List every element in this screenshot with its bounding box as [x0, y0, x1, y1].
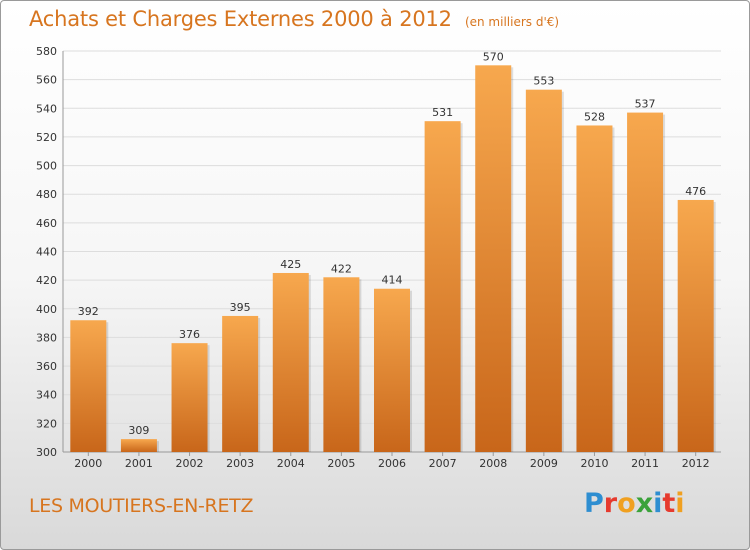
- x-tick-label: 2004: [277, 457, 305, 470]
- y-tick-label: 320: [36, 417, 57, 430]
- x-tick-label: 2008: [479, 457, 507, 470]
- bar-2005: [323, 277, 360, 452]
- bar-2002: [171, 343, 208, 452]
- y-tick-label: 520: [36, 131, 57, 144]
- title-row: Achats et Charges Externes 2000 à 2012 (…: [29, 7, 559, 31]
- y-tick-label: 500: [36, 160, 57, 173]
- data-label: 414: [382, 274, 403, 287]
- y-tick-label: 460: [36, 217, 57, 230]
- y-tick-label: 340: [36, 389, 57, 402]
- y-tick-label: 540: [36, 102, 57, 115]
- x-tick-label: 2012: [682, 457, 710, 470]
- bar-2004: [272, 272, 309, 452]
- y-tick-label: 300: [36, 446, 57, 459]
- bar-2001: [120, 439, 157, 452]
- x-tick-label: 2001: [125, 457, 153, 470]
- data-label: 422: [331, 262, 352, 275]
- x-tick-label: 2005: [327, 457, 355, 470]
- y-tick-label: 380: [36, 331, 57, 344]
- logo-letter: r: [603, 488, 618, 519]
- data-label: 570: [483, 50, 504, 63]
- data-label: 376: [179, 328, 200, 341]
- x-tick-label: 2003: [226, 457, 254, 470]
- data-label: 309: [128, 424, 149, 437]
- x-tick-label: 2006: [378, 457, 406, 470]
- chart-unit: (en milliers d'€): [464, 15, 560, 29]
- proxiti-logo: Proxiti: [584, 488, 685, 519]
- logo-letter: t: [662, 488, 676, 519]
- data-label: 553: [533, 75, 554, 88]
- city-name: LES MOUTIERS-EN-RETZ: [29, 495, 254, 517]
- logo-letter: P: [584, 488, 604, 519]
- bar-2010: [576, 125, 613, 452]
- bars: [70, 65, 716, 453]
- x-tick-label: 2011: [631, 457, 659, 470]
- data-label: 537: [635, 98, 656, 111]
- data-label: 425: [280, 258, 301, 271]
- tick-labels: 300 320 340 360 380 400 420 440 460 480 500 520 540 5…: [36, 45, 710, 470]
- data-label: 528: [584, 110, 605, 123]
- y-tick-label: 480: [36, 188, 57, 201]
- logo-letter: x: [635, 488, 654, 519]
- chart-title: Achats et Charges Externes 2000 à 2012: [29, 7, 452, 31]
- x-tick-label: 2002: [176, 457, 204, 470]
- data-labels: 392 309 376 395 425 422 414 531 570 553 528 537 476: [78, 50, 706, 437]
- bar-2009: [525, 89, 562, 453]
- data-label: 531: [432, 106, 453, 119]
- y-tick-label: 580: [36, 45, 57, 58]
- x-tick-label: 2009: [530, 457, 558, 470]
- x-tick-label: 2010: [580, 457, 608, 470]
- bar-2006: [374, 288, 410, 452]
- data-label: 392: [78, 305, 99, 318]
- data-label: 476: [685, 185, 706, 198]
- bar-2000: [70, 320, 107, 452]
- logo-letter: i: [675, 488, 685, 519]
- bar-2003: [222, 315, 259, 452]
- logo-letter: o: [617, 488, 636, 519]
- y-tick-label: 560: [36, 74, 57, 87]
- y-tick-label: 440: [36, 246, 57, 259]
- bar-2008: [475, 65, 512, 453]
- bar-2011: [627, 112, 664, 452]
- bar-2007: [424, 121, 461, 453]
- bar-2012: [677, 199, 714, 452]
- x-tick-label: 2007: [429, 457, 457, 470]
- y-tick-label: 400: [36, 303, 57, 316]
- data-label: 395: [230, 301, 251, 314]
- logo-letter: i: [653, 488, 663, 519]
- y-tick-label: 420: [36, 274, 57, 287]
- y-tick-label: 360: [36, 360, 57, 373]
- x-tick-label: 2000: [74, 457, 102, 470]
